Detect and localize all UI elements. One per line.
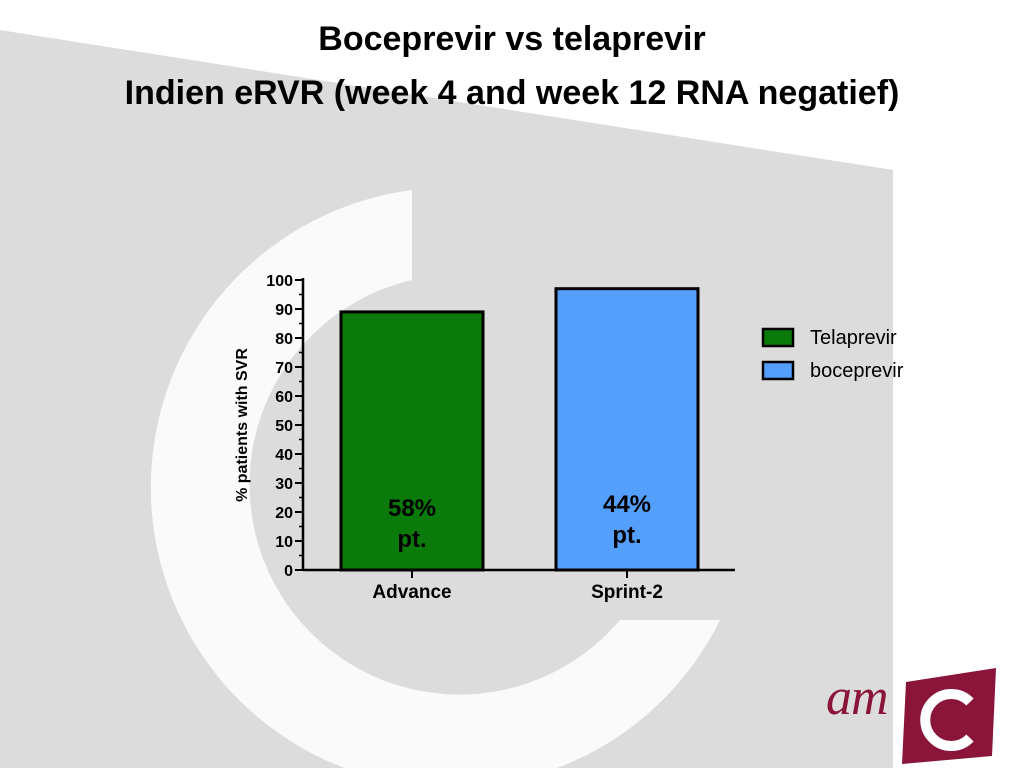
page-title: Boceprevir vs telaprevir (318, 20, 706, 58)
bar-data-label: 44% (603, 491, 651, 518)
legend-swatch (761, 360, 795, 381)
logo-icon (902, 668, 996, 764)
y-tick-label: 70 (275, 360, 293, 377)
legend-swatch (761, 327, 795, 348)
bar-advance (339, 310, 485, 572)
y-tick-label: 90 (275, 302, 293, 319)
x-tick-label: Advance (372, 582, 451, 603)
legend-label: boceprevir (810, 360, 904, 382)
y-tick-label: 100 (266, 273, 293, 290)
y-tick-label: 60 (275, 389, 293, 406)
y-tick-label: 80 (275, 331, 293, 348)
legend-label: Telaprevir (810, 327, 897, 349)
page-subtitle: Indien eRVR (week 4 and week 12 RNA nega… (124, 74, 900, 112)
x-tick-label: Sprint-2 (591, 582, 663, 603)
bar-data-label: pt. (397, 526, 426, 553)
y-tick-label: 40 (275, 447, 293, 464)
y-tick-label: 20 (275, 505, 293, 522)
bar-data-label: 58% (388, 495, 436, 522)
y-axis-label: % patients with SVR (234, 348, 251, 502)
chart-legend: Telaprevir boceprevir (761, 327, 904, 382)
y-tick-label: 0 (284, 563, 293, 580)
y-tick-label: 50 (275, 418, 293, 435)
y-tick-label: 30 (275, 476, 293, 493)
y-tick-label: 10 (275, 534, 293, 551)
bar-data-label: pt. (612, 522, 641, 549)
logo-wordmark: am (826, 669, 889, 726)
bar-sprint-2 (554, 287, 700, 572)
chart-bars: Advance 58% pt. Sprint-2 44% pt. (339, 287, 700, 603)
